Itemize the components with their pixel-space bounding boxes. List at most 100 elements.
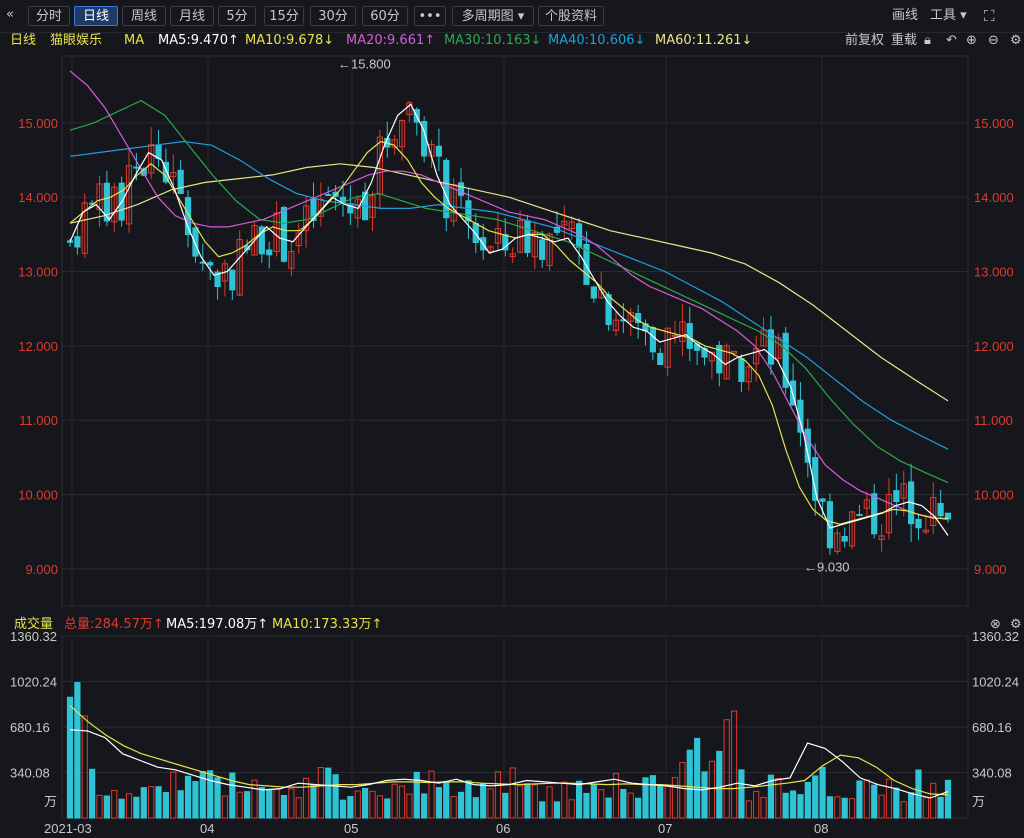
volume-bar bbox=[716, 750, 723, 819]
price-tick-right: 9.000 bbox=[974, 562, 1007, 577]
volume-bar bbox=[841, 797, 848, 819]
volume-bar bbox=[421, 793, 428, 819]
candle-body bbox=[782, 332, 789, 388]
fullscreen-icon[interactable]: ⛶ bbox=[984, 7, 995, 25]
volume-bar bbox=[856, 780, 863, 819]
volume-bar bbox=[502, 792, 509, 819]
volume-bar bbox=[339, 799, 347, 819]
volume-bar bbox=[118, 798, 125, 819]
candle-body bbox=[745, 366, 752, 383]
candle-body bbox=[841, 536, 848, 542]
volume-settings-icon[interactable]: ⚙ bbox=[1010, 617, 1022, 632]
back-icon[interactable]: « bbox=[6, 7, 14, 22]
period-button[interactable]: 多周期图 ▾ bbox=[452, 6, 534, 26]
volume-bar bbox=[354, 790, 361, 819]
volume-bar bbox=[553, 801, 561, 819]
settings-icon[interactable]: ⚙ bbox=[1010, 33, 1022, 48]
volume-tick-left: 1360.32 bbox=[10, 629, 57, 644]
zoom-out-icon[interactable]: ⊖ bbox=[988, 33, 999, 48]
draw-line-button[interactable]: 画线 bbox=[892, 8, 919, 23]
period-button[interactable]: 30分 bbox=[310, 6, 356, 26]
period-button[interactable]: 60分 bbox=[362, 6, 408, 26]
volume-bar bbox=[575, 780, 583, 819]
zoom-in-icon[interactable]: ⊕ bbox=[966, 33, 977, 48]
volume-info-bar: 成交量 总量:284.57万↑ MA5:197.08万↑ MA10:173.33… bbox=[0, 616, 1024, 634]
overlay-button[interactable]: 重载 bbox=[891, 33, 918, 48]
period-button[interactable]: ••• bbox=[414, 6, 446, 26]
ma20-value: MA20:9.661↑ bbox=[346, 33, 436, 48]
date-tick: 04 bbox=[200, 821, 214, 836]
price-tick-left: 12.000 bbox=[18, 339, 58, 354]
volume-bar bbox=[266, 789, 273, 819]
volume-bar bbox=[310, 784, 317, 819]
candle-body bbox=[125, 165, 133, 225]
volume-bar bbox=[561, 781, 568, 819]
period-button[interactable]: 周线 bbox=[122, 6, 166, 26]
volume-bar bbox=[730, 710, 738, 819]
candle-body bbox=[775, 337, 782, 359]
volume-bar bbox=[679, 762, 686, 819]
period-label: 日线 bbox=[10, 33, 37, 48]
stock-name: 猫眼娱乐 bbox=[50, 33, 103, 48]
adjust-mode[interactable]: 前复权 bbox=[845, 33, 885, 48]
candle-body bbox=[708, 351, 715, 362]
undo-icon[interactable]: ↶ bbox=[946, 33, 957, 48]
price-tick-left: 9.000 bbox=[25, 562, 58, 577]
volume-bar bbox=[229, 772, 236, 819]
tools-menu[interactable]: 工具 ▾ bbox=[930, 8, 967, 23]
volume-bar bbox=[74, 682, 81, 819]
volume-bar bbox=[863, 779, 870, 819]
volume-bar bbox=[767, 774, 775, 819]
candle-body bbox=[819, 498, 826, 502]
candle-body bbox=[561, 220, 568, 226]
period-button[interactable]: 分时 bbox=[28, 6, 70, 26]
volume-tick-right: 1020.24 bbox=[972, 675, 1019, 690]
period-button[interactable]: 月线 bbox=[170, 6, 214, 26]
volume-bar bbox=[140, 787, 147, 819]
period-toolbar: « 分时 日线 周线 月线 5分 15分 30分 60分 ••• 多周期图 ▾ 个股资料 画线 工具… bbox=[0, 0, 1024, 33]
close-icon[interactable]: ⊗ bbox=[990, 617, 1001, 632]
candle-body bbox=[354, 198, 361, 219]
candle-body bbox=[207, 262, 214, 266]
volume-bar bbox=[524, 783, 531, 819]
volume-bar bbox=[369, 790, 376, 819]
volume-bar bbox=[605, 797, 612, 819]
candle-body bbox=[767, 329, 775, 365]
volume-bar bbox=[125, 793, 133, 819]
candle-body bbox=[81, 202, 88, 254]
volume-bar bbox=[745, 800, 752, 819]
candle-body bbox=[465, 200, 472, 222]
volume-bar bbox=[797, 794, 804, 819]
candle-body bbox=[96, 183, 103, 210]
volume-bar bbox=[273, 788, 280, 819]
volume-bar bbox=[826, 796, 834, 819]
volume-bar bbox=[177, 790, 184, 819]
volume-bar bbox=[539, 801, 546, 819]
period-button[interactable]: 5分 bbox=[218, 6, 256, 26]
candle-body bbox=[598, 288, 605, 299]
candle-body bbox=[878, 535, 885, 540]
volume-bar bbox=[487, 788, 494, 819]
candle-body bbox=[531, 232, 538, 258]
volume-bar bbox=[701, 771, 708, 819]
volume-bar bbox=[435, 787, 443, 819]
period-button[interactable]: 15分 bbox=[264, 6, 304, 26]
candle-body bbox=[657, 352, 664, 366]
volume-bar bbox=[288, 788, 295, 819]
volume-bar bbox=[96, 794, 103, 819]
price-tick-right: 15.000 bbox=[974, 116, 1014, 131]
lock-icon[interactable]: 🔒︎ bbox=[924, 33, 931, 48]
volume-bar bbox=[413, 771, 420, 819]
low-annotation: ←9.030 bbox=[804, 560, 850, 575]
volume-bar bbox=[893, 787, 900, 819]
volume-bar bbox=[686, 749, 693, 819]
candle-body bbox=[679, 321, 686, 342]
ma30-value: MA30:10.163↓ bbox=[444, 33, 542, 48]
candle-body bbox=[236, 239, 243, 296]
period-button[interactable]: 个股资料 bbox=[538, 6, 604, 26]
volume-bar bbox=[221, 795, 229, 819]
candle-body bbox=[826, 501, 834, 549]
volume-bar bbox=[391, 783, 398, 819]
period-button[interactable]: 日线 bbox=[74, 6, 118, 26]
